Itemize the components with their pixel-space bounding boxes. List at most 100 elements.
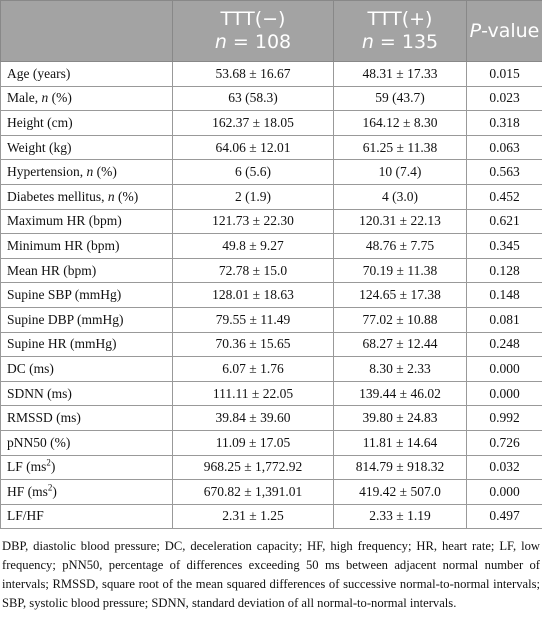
cell: 121.73 ± 22.30	[172, 208, 334, 235]
cell: 48.76 ± 7.75	[333, 233, 467, 259]
label-text: Supine SBP (mmHg)	[7, 287, 122, 303]
cell: 0.063	[466, 134, 542, 161]
table-row: Weight (kg) 64.06 ± 12.01 61.25 ± 11.38 0.0…	[0, 134, 542, 161]
header-text: = 108	[232, 31, 292, 53]
row-label: LF (ms2)	[0, 454, 173, 481]
cell: 79.55 ± 11.49	[172, 306, 334, 333]
row-label: LF/HF	[0, 503, 173, 530]
cell: 39.84 ± 39.60	[172, 405, 334, 431]
label-text: (%)	[48, 90, 72, 106]
footnote: DBP, diastolic blood pressure; DC, decel…	[2, 539, 540, 611]
cell: 0.621	[466, 208, 542, 235]
table-row: Minimum HR (bpm) 49.8 ± 9.27 48.76 ± 7.75 0…	[0, 233, 542, 259]
cell: 64.06 ± 12.01	[172, 134, 334, 161]
table-row: LF/HF 2.31 ± 1.25 2.33 ± 1.19 0.497	[0, 503, 542, 530]
row-label: Supine DBP (mmHg)	[0, 306, 173, 333]
cell: 0.992	[466, 405, 542, 431]
cell: 53.68 ± 16.67	[172, 61, 334, 87]
label-text: LF (ms	[7, 459, 47, 475]
label-text: Height (cm)	[7, 114, 73, 130]
header-text: P	[469, 19, 482, 42]
cell: 0.318	[466, 110, 542, 136]
cell: 11.09 ± 17.05	[172, 429, 334, 456]
cell: 0.000	[466, 380, 542, 407]
row-label: Height (cm)	[0, 110, 173, 136]
cell: 0.452	[466, 183, 542, 210]
cell: 6 (5.6)	[172, 159, 334, 185]
cell: 670.82 ± 1,391.01	[172, 479, 334, 505]
cell: 0.563	[466, 159, 542, 185]
label-text: Diabetes mellitus,	[7, 188, 108, 204]
cell: 814.79 ± 918.32	[333, 454, 467, 481]
header-cell: TTT(−) n = 108	[172, 0, 334, 62]
cell: 0.248	[466, 331, 542, 358]
table-row: Maximum HR (bpm) 121.73 ± 22.30 120.31 ± 2…	[0, 208, 542, 235]
table-row: Supine SBP (mmHg) 128.01 ± 18.63 124.65 ± …	[0, 282, 542, 308]
row-label: Weight (kg)	[0, 134, 173, 161]
label-text: 2	[46, 457, 51, 468]
cell: 0.015	[466, 61, 542, 87]
row-label: HF (ms2)	[0, 479, 173, 505]
label-text: RMSSD (ms)	[7, 410, 81, 426]
table-row: Age (years) 53.68 ± 16.67 48.31 ± 17.33 0.0…	[0, 61, 542, 87]
cell: 0.000	[466, 356, 542, 382]
cell: 0.081	[466, 306, 542, 333]
label-text: Mean HR (bpm)	[7, 262, 97, 278]
cell: 968.25 ± 1,772.92	[172, 454, 334, 481]
cell: 0.726	[466, 429, 542, 456]
table-row: Male, n (%) 63 (58.3) 59 (43.7) 0.023	[0, 85, 542, 112]
label-text: pNN50 (%)	[7, 434, 71, 450]
label-text: )	[52, 483, 57, 499]
label-text: Weight (kg)	[7, 139, 72, 155]
row-label: Supine HR (mmHg)	[0, 331, 173, 358]
header-text: -value	[481, 19, 540, 42]
cell: 8.30 ± 2.33	[333, 356, 467, 382]
label-text: HF (ms	[7, 483, 48, 499]
cell: 0.497	[466, 503, 542, 530]
table-row: Height (cm) 162.37 ± 18.05 164.12 ± 8.30 0.…	[0, 110, 542, 136]
cell: 49.8 ± 9.27	[172, 233, 334, 259]
label-text: Maximum HR (bpm)	[7, 213, 122, 229]
label-text: )	[50, 459, 56, 475]
label-text: Male,	[7, 90, 42, 106]
cell: 77.02 ± 10.88	[333, 306, 467, 333]
table-row: Diabetes mellitus, n (%) 2 (1.9) 4 (3.0) 0.…	[0, 183, 542, 210]
table-row: Hypertension, n (%) 6 (5.6) 10 (7.4) 0.563	[0, 159, 542, 185]
row-label: Male, n (%)	[0, 85, 173, 112]
cell: 10 (7.4)	[333, 159, 467, 185]
row-label: DC (ms)	[0, 356, 173, 382]
cell: 0.032	[466, 454, 542, 481]
row-label: Minimum HR (bpm)	[0, 233, 173, 259]
table: TTT(−) n = 108 TTT(+) n = 135 P-value Age …	[0, 0, 542, 530]
header-cell: TTT(+) n = 135	[333, 0, 467, 62]
label-text: n	[107, 188, 115, 204]
header-row: TTT(−) n = 108 TTT(+) n = 135 P-value	[0, 0, 542, 62]
cell: 111.11 ± 22.05	[172, 380, 334, 407]
row-label: Mean HR (bpm)	[0, 257, 173, 284]
label-text: Hypertension,	[7, 164, 87, 180]
cell: 2 (1.9)	[172, 183, 334, 210]
table-row: LF (ms2) 968.25 ± 1,772.92 814.79 ± 918.32…	[0, 454, 542, 481]
header-text: n	[214, 31, 227, 53]
header-text: = 135	[379, 31, 439, 53]
label-text: DC (ms)	[7, 360, 54, 376]
cell: 128.01 ± 18.63	[172, 282, 334, 308]
cell: 63 (58.3)	[172, 85, 334, 112]
label-text: LF/HF	[7, 508, 44, 524]
cell: 0.000	[466, 479, 542, 505]
cell: 419.42 ± 507.0	[333, 479, 467, 505]
cell: 139.44 ± 46.02	[333, 380, 467, 407]
table-row: Supine DBP (mmHg) 79.55 ± 11.49 77.02 ± 10…	[0, 306, 542, 333]
cell: 2.33 ± 1.19	[333, 503, 467, 530]
cell: 164.12 ± 8.30	[333, 110, 467, 136]
cell: 124.65 ± 17.38	[333, 282, 467, 308]
label-text: Minimum HR (bpm)	[7, 237, 120, 253]
label-text: (%)	[114, 188, 139, 204]
cell: 61.25 ± 11.38	[333, 134, 467, 161]
cell: 11.81 ± 14.64	[333, 429, 467, 456]
cell: 0.345	[466, 233, 542, 259]
header-cell: P-value	[466, 0, 542, 62]
row-label: SDNN (ms)	[0, 380, 173, 407]
row-label: Maximum HR (bpm)	[0, 208, 173, 235]
